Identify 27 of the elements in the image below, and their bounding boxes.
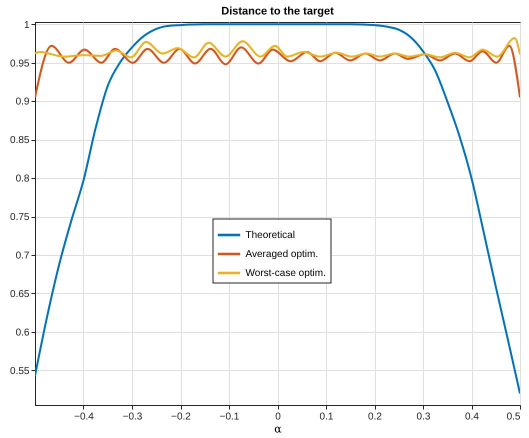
line-series [35, 44, 520, 98]
y-tick-label: 0.65 [10, 288, 30, 300]
legend-label: Worst-case optim. [246, 268, 326, 279]
y-tick-label: 0.9 [16, 96, 30, 108]
x-tick-label: −0.4 [74, 412, 94, 422]
x-tick-label: 0.2 [368, 412, 382, 422]
x-tick-label: 0.1 [320, 412, 334, 422]
y-tick-label: 0.85 [10, 135, 30, 146]
x-tick-label: −0.2 [171, 412, 192, 422]
x-tick-label: −0.3 [122, 412, 143, 422]
legend-label: Theoretical [246, 230, 295, 241]
y-tick-label: 0.75 [10, 212, 30, 224]
line-series [35, 37, 520, 58]
y-tick-label: 0.95 [10, 58, 30, 70]
x-axis-title: α [274, 422, 282, 436]
x-tick-label: 0.5 [506, 412, 521, 422]
chart-title: Distance to the target [221, 5, 334, 18]
x-tick-label: 0.4 [465, 412, 480, 422]
x-tick-label: 0 [275, 412, 282, 422]
y-tick-label: 0.7 [16, 250, 30, 262]
y-tick-label: 0.8 [16, 174, 30, 185]
y-tick-label: 0.6 [16, 327, 30, 338]
y-tick-label: 0.55 [10, 366, 30, 377]
legend-label: Averaged optim. [246, 249, 318, 260]
x-tick-label: 0.3 [416, 412, 431, 422]
y-tick-label: 1 [24, 20, 30, 31]
x-tick-label: −0.1 [220, 412, 240, 422]
